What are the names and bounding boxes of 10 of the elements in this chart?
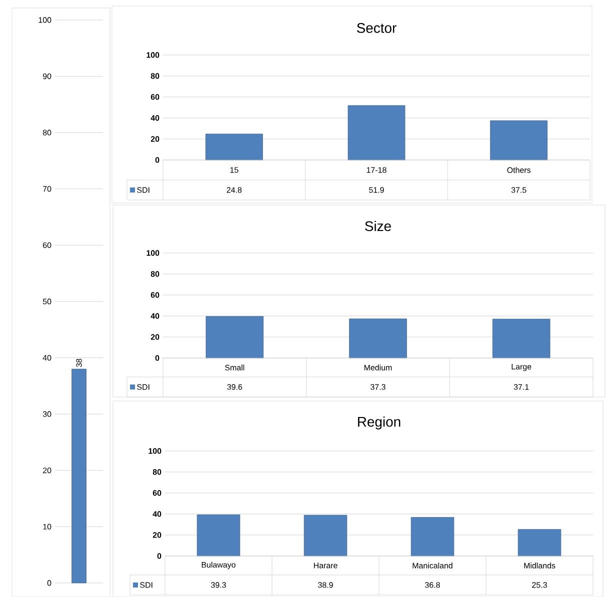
bar (410, 517, 454, 556)
chart-title: Sector (356, 23, 396, 33)
bar (490, 120, 548, 160)
chart-title: Size (365, 220, 391, 232)
bar (196, 514, 240, 556)
bar (304, 514, 348, 556)
chart-title: Region (358, 416, 400, 430)
bar (206, 134, 263, 160)
bar (348, 105, 406, 160)
bar (518, 529, 562, 556)
